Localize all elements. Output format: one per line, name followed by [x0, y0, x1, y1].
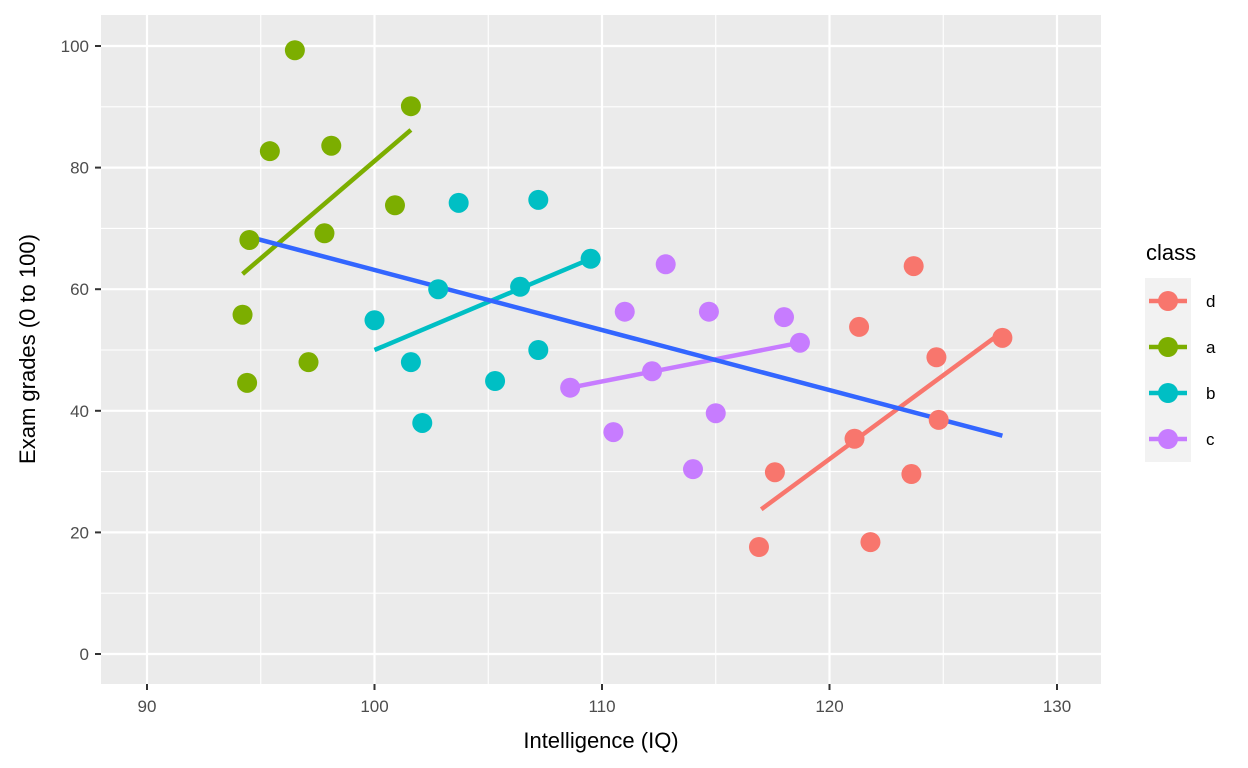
data-point-b — [448, 192, 469, 213]
y-tick-label: 80 — [70, 159, 89, 178]
data-point-b — [400, 352, 421, 373]
data-point-c — [789, 332, 810, 353]
x-axis-title: Intelligence (IQ) — [523, 728, 678, 753]
data-point-a — [239, 229, 260, 250]
data-point-b — [428, 279, 449, 300]
data-point-a — [321, 135, 342, 156]
overall-fit-line — [248, 234, 1003, 438]
data-point-c — [642, 361, 663, 382]
y-tick-label: 60 — [70, 280, 89, 299]
x-tick-label: 130 — [1043, 697, 1071, 716]
data-point-d — [992, 327, 1013, 348]
data-point-d — [901, 464, 922, 485]
data-point-d — [928, 409, 949, 430]
data-point-b — [510, 276, 531, 297]
legend-item-a: a — [1149, 337, 1216, 357]
legend-point-icon — [1158, 337, 1178, 357]
x-tick-label: 90 — [138, 697, 157, 716]
data-point-a — [232, 304, 253, 325]
fit-line-b — [373, 256, 592, 353]
legend-item-b: b — [1149, 383, 1215, 403]
data-point-c — [655, 254, 676, 275]
y-tick-label: 0 — [80, 645, 89, 664]
data-point-a — [298, 352, 319, 373]
y-tick-label: 20 — [70, 523, 89, 542]
data-point-d — [860, 532, 881, 553]
data-point-d — [926, 347, 947, 368]
data-point-c — [698, 301, 719, 322]
y-axis-title: Exam grades (0 to 100) — [15, 234, 40, 464]
data-point-b — [528, 340, 549, 360]
legend-point-icon — [1158, 383, 1178, 403]
data-points — [232, 40, 1013, 557]
group-fit-lines — [241, 128, 1004, 512]
x-tick-label: 120 — [815, 697, 843, 716]
data-point-c — [774, 307, 794, 328]
data-point-c — [705, 403, 726, 424]
data-point-d — [748, 536, 769, 557]
legend-point-icon — [1158, 291, 1178, 311]
legend-item-d: d — [1149, 291, 1215, 311]
legend-title: class — [1146, 240, 1196, 265]
fit-line-a — [241, 128, 413, 276]
data-point-a — [384, 195, 405, 216]
data-point-a — [237, 372, 258, 393]
data-point-b — [528, 189, 549, 210]
data-point-d — [849, 316, 870, 337]
data-point-d — [764, 462, 785, 483]
data-point-c — [560, 377, 581, 398]
data-point-b — [412, 412, 433, 433]
legend-label: c — [1206, 430, 1215, 449]
data-point-a — [284, 40, 305, 61]
fit-line-c — [569, 340, 801, 390]
legend-point-icon — [1158, 429, 1178, 449]
data-point-b — [580, 248, 601, 269]
y-tick-label: 40 — [70, 402, 89, 421]
overall-fit-line — [248, 234, 1003, 438]
data-point-c — [614, 301, 635, 322]
x-axis: 90 100 110 120 130 — [138, 684, 1071, 716]
data-point-d — [903, 256, 924, 277]
y-axis: 0 20 40 60 80 100 — [61, 37, 101, 664]
data-point-c — [603, 422, 624, 443]
data-point-b — [485, 371, 506, 392]
data-point-b — [364, 310, 385, 331]
legend-item-c: c — [1149, 429, 1215, 449]
fit-line-d — [759, 329, 1004, 512]
x-tick-label: 110 — [588, 697, 615, 716]
legend: class d a b c — [1145, 240, 1216, 462]
legend-label: d — [1206, 292, 1215, 311]
data-point-c — [683, 459, 703, 480]
x-tick-label: 100 — [360, 697, 388, 716]
y-tick-label: 100 — [61, 37, 89, 56]
legend-label: b — [1206, 384, 1215, 403]
data-point-a — [314, 223, 335, 244]
data-point-d — [844, 428, 865, 449]
data-point-a — [400, 96, 421, 117]
legend-label: a — [1206, 338, 1216, 357]
data-point-a — [259, 141, 280, 162]
